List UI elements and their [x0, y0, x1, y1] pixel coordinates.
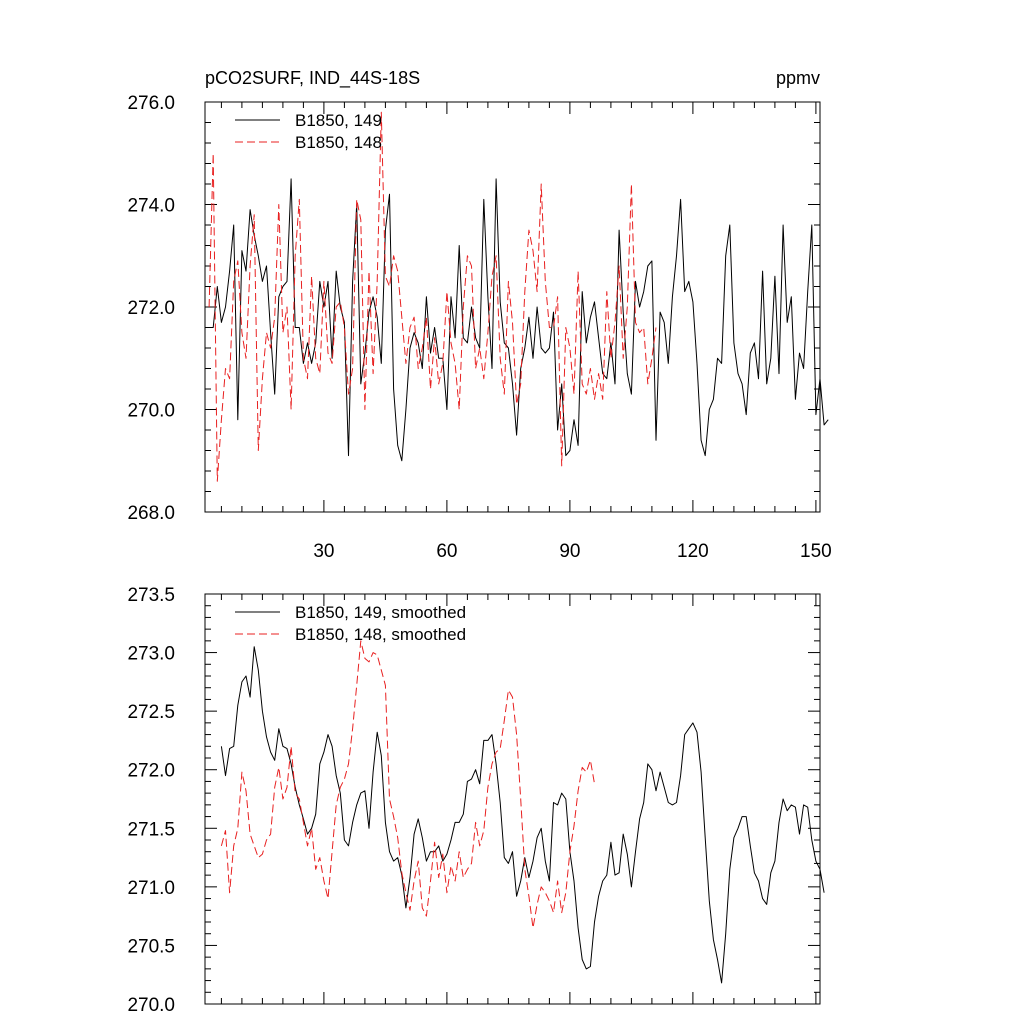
y-tick-label: 272.5 [127, 702, 175, 723]
series-line-1 [209, 178, 829, 462]
top-panel-frame [204, 101, 821, 513]
bottom-panel: 270.0 270.5 271.0 271.5 272.0 272.5 273.0 273.5… [127, 585, 825, 1016]
y-tick-label: 271.0 [127, 878, 175, 899]
y-tick-label: 273.5 [127, 585, 175, 606]
x-tick-label: 150 [800, 541, 832, 562]
top-panel-legend: B1850, 149 B1850, 148 [235, 111, 382, 152]
y-tick-label: 270.0 [127, 995, 175, 1016]
legend-label-2: B1850, 148 [295, 133, 382, 152]
y-tick-label: 270.5 [127, 936, 175, 957]
y-tick-label: 274.0 [127, 196, 175, 217]
bottom-panel-legend: B1850, 149, smoothed B1850, 148, smoothed [235, 603, 466, 644]
y-tick-label: 272.0 [127, 761, 175, 782]
y-tick-label: 272.0 [127, 298, 175, 319]
bottom-panel-ticks: 270.0 270.5 271.0 271.5 272.0 272.5 273.0 273.5 [127, 585, 820, 1016]
x-tick-label: 120 [677, 541, 709, 562]
y-tick-label: 268.0 [127, 503, 175, 524]
y-tick-label: 271.5 [127, 819, 175, 840]
top-panel-ticks: 30 60 90 120 150 268.0 270.0 272.0 274.0 276.0 [127, 93, 831, 562]
top-panel: pCO2SURF, IND_44S-18S ppmv 30 60 90 120 150 2… [127, 68, 831, 562]
x-tick-label: 30 [313, 541, 334, 562]
y-tick-label: 273.0 [127, 644, 175, 665]
legend-label-1: B1850, 149, smoothed [295, 603, 466, 622]
chart-title: pCO2SURF, IND_44S-18S [205, 68, 420, 89]
top-panel-series [208, 111, 829, 482]
legend-label-2: B1850, 148, smoothed [295, 625, 466, 644]
x-tick-label: 90 [559, 541, 580, 562]
legend-label-1: B1850, 149 [295, 111, 382, 130]
y-tick-label: 270.0 [127, 401, 175, 422]
y-tick-label: 276.0 [127, 93, 175, 114]
bottom-panel-series [220, 640, 825, 984]
series-line-2 [208, 111, 657, 482]
series-line-1 [220, 646, 825, 984]
series-line-2 [220, 640, 595, 929]
x-tick-label: 60 [436, 541, 457, 562]
chart-units-label: ppmv [776, 68, 820, 88]
bottom-panel-frame [204, 593, 821, 1005]
